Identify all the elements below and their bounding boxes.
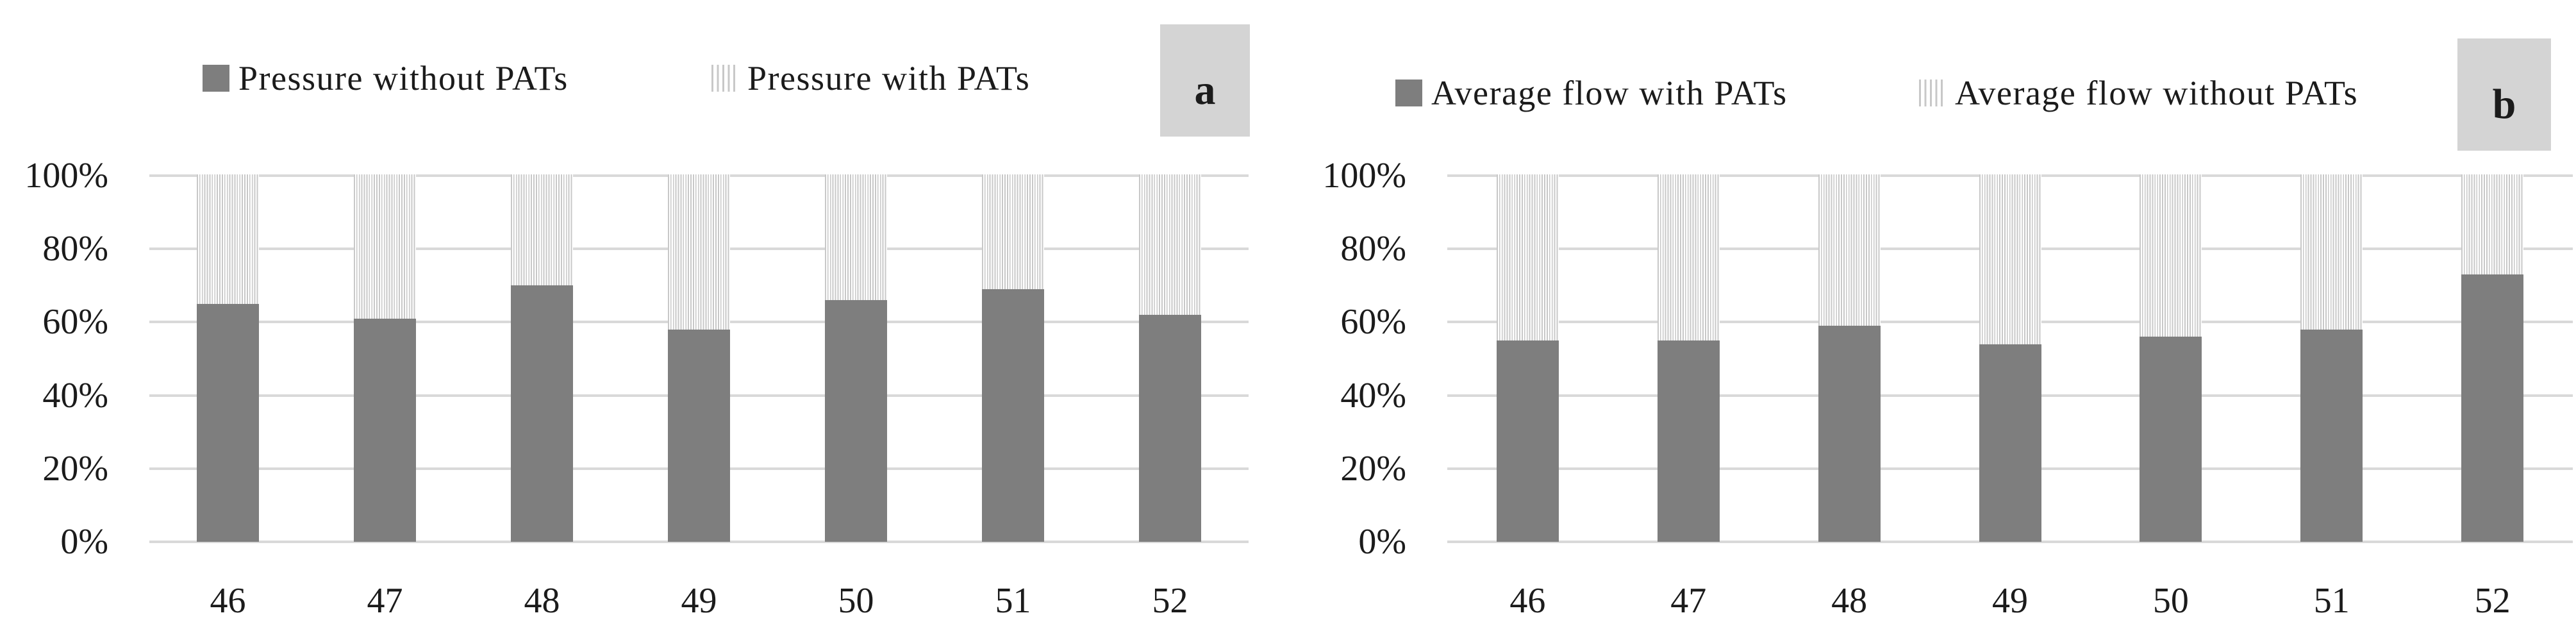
y-tick-label: 40% — [1340, 375, 1406, 416]
legend-label-striped: Pressure with PATs — [747, 59, 1031, 97]
legend-swatch-solid-icon — [1395, 80, 1422, 106]
x-tick-label: 51 — [995, 581, 1031, 621]
bar-solid-segment — [197, 304, 259, 542]
y-tick-label: 80% — [1340, 229, 1406, 269]
legend-item-solid: Pressure without PATs — [203, 59, 569, 97]
bar-striped-segment — [511, 174, 573, 285]
x-tick-label: 48 — [524, 581, 560, 621]
chart-panel-b: Average flow with PATs Average flow with… — [1298, 0, 2576, 638]
bar-striped-segment — [1497, 174, 1559, 340]
panel-label-b: b — [2492, 80, 2516, 128]
legend-item-striped: Pressure with PATs — [711, 59, 1031, 97]
chart-panel-a: Pressure without PATs Pressure with PATs… — [0, 0, 1250, 638]
y-tick-label: 80% — [42, 229, 108, 269]
bar-striped-segment — [1658, 174, 1720, 340]
plot-area — [1447, 174, 2573, 543]
legend-swatch-striped-icon — [1919, 80, 1946, 106]
bar-solid-segment — [1658, 340, 1720, 542]
bar-striped-segment — [1139, 174, 1201, 315]
bar-striped-segment — [2300, 174, 2363, 330]
y-tick-label: 40% — [42, 375, 108, 416]
plot-area — [149, 174, 1249, 543]
x-tick-label: 47 — [367, 581, 403, 621]
y-tick-label: 0% — [60, 522, 108, 562]
bar-solid-segment — [2140, 337, 2202, 542]
legend-swatch-striped-icon — [711, 65, 738, 92]
legend-label-solid: Average flow with PATs — [1431, 74, 1788, 112]
bar-striped-segment — [1979, 174, 2041, 344]
x-tick-label: 47 — [1670, 581, 1707, 621]
legend-label-striped: Average flow without PATs — [1955, 74, 2359, 112]
grid-line — [149, 541, 1249, 543]
y-tick-label: 20% — [42, 448, 108, 489]
y-tick-label: 60% — [42, 302, 108, 342]
legend-item-striped: Average flow without PATs — [1919, 74, 2359, 112]
y-tick-label: 20% — [1340, 448, 1406, 489]
x-tick-label: 46 — [1509, 581, 1546, 621]
bar-striped-segment — [668, 174, 730, 330]
panel-label-box-a: a — [1160, 24, 1250, 137]
bar-solid-segment — [1818, 326, 1881, 542]
panel-label-a: a — [1194, 66, 1216, 113]
y-tick-label: 100% — [24, 156, 108, 196]
bar-solid-segment — [982, 289, 1044, 542]
x-tick-label: 46 — [210, 581, 246, 621]
bar-striped-segment — [825, 174, 887, 300]
bar-striped-segment — [1818, 174, 1881, 326]
x-tick-label: 52 — [2474, 581, 2511, 621]
bar-striped-segment — [2461, 174, 2523, 274]
bar-striped-segment — [2140, 174, 2202, 337]
panel-label-box-b: b — [2457, 38, 2551, 151]
legend-swatch-solid-icon — [203, 65, 229, 92]
y-tick-label: 100% — [1322, 156, 1406, 196]
bar-solid-segment — [2461, 274, 2523, 542]
y-tick-label: 0% — [1358, 522, 1406, 562]
x-tick-label: 51 — [2313, 581, 2350, 621]
grid-line — [1447, 541, 2573, 543]
bar-striped-segment — [197, 174, 259, 304]
x-tick-label: 49 — [681, 581, 717, 621]
bar-solid-segment — [1979, 344, 2041, 542]
bar-striped-segment — [982, 174, 1044, 289]
legend-item-solid: Average flow with PATs — [1395, 74, 1788, 112]
x-tick-label: 52 — [1152, 581, 1188, 621]
bar-solid-segment — [1497, 340, 1559, 542]
bar-solid-segment — [511, 285, 573, 542]
bar-solid-segment — [2300, 330, 2363, 542]
x-tick-label: 50 — [2152, 581, 2189, 621]
legend-label-solid: Pressure without PATs — [238, 59, 569, 97]
x-tick-label: 49 — [1991, 581, 2028, 621]
bar-striped-segment — [354, 174, 416, 319]
x-tick-label: 50 — [838, 581, 874, 621]
y-tick-label: 60% — [1340, 302, 1406, 342]
bar-solid-segment — [354, 319, 416, 542]
bar-solid-segment — [668, 330, 730, 542]
bar-solid-segment — [825, 300, 887, 542]
bar-solid-segment — [1139, 315, 1201, 542]
x-tick-label: 48 — [1831, 581, 1868, 621]
